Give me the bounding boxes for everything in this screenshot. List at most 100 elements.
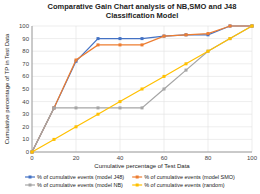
y-tick-label: 80 bbox=[22, 48, 29, 54]
series-marker bbox=[31, 151, 34, 154]
x-tick-label: 80 bbox=[205, 155, 212, 161]
series-marker bbox=[185, 62, 188, 65]
y-grid-line bbox=[32, 51, 252, 52]
legend: % of cumulative events (model J48) % of c… bbox=[25, 174, 235, 188]
legend-label: % of cumulative events (model SMO) bbox=[144, 174, 235, 180]
legend-item: % of cumulative events (random) bbox=[132, 182, 225, 188]
y-grid-line bbox=[32, 126, 252, 127]
x-grid-line bbox=[208, 26, 209, 152]
series-marker bbox=[141, 106, 144, 109]
y-grid-line bbox=[32, 89, 252, 90]
series-marker bbox=[97, 113, 100, 116]
series-marker bbox=[163, 35, 166, 38]
y-grid-line bbox=[32, 76, 252, 77]
plot-area bbox=[31, 25, 254, 154]
series-marker bbox=[251, 25, 254, 28]
y-grid-line bbox=[32, 139, 252, 140]
series-marker bbox=[141, 37, 144, 40]
y-tick-label: 30 bbox=[22, 111, 29, 117]
legend-label: % of cumulative events (model J48) bbox=[37, 174, 124, 180]
y-axis-line bbox=[32, 26, 33, 152]
x-tick-label: 40 bbox=[117, 155, 124, 161]
series-marker bbox=[207, 32, 210, 35]
x-grid-line bbox=[120, 26, 121, 152]
series-marker bbox=[31, 151, 34, 154]
series-marker bbox=[251, 25, 254, 28]
y-tick-label: 70 bbox=[22, 61, 29, 67]
series-marker bbox=[251, 25, 254, 28]
legend-item: % of cumulative events (model J48) bbox=[25, 174, 124, 180]
legend-line bbox=[25, 184, 35, 185]
series-marker bbox=[119, 100, 122, 103]
x-tick-label: 60 bbox=[161, 155, 168, 161]
series-line bbox=[32, 26, 252, 152]
x-grid-line bbox=[32, 26, 33, 152]
series-marker bbox=[75, 106, 78, 109]
series-marker bbox=[119, 37, 122, 40]
series-marker bbox=[163, 35, 166, 38]
y-tick-label: 10 bbox=[22, 136, 29, 142]
legend-line bbox=[132, 176, 142, 177]
x-grid-line bbox=[76, 26, 77, 152]
y-tick-label: 0 bbox=[26, 149, 30, 155]
series-marker bbox=[53, 106, 56, 109]
legend-item: % of cumulative events (model SMO) bbox=[132, 174, 235, 180]
legend-item: % of cumulative events (model NB) bbox=[25, 182, 123, 188]
x-grid-line bbox=[252, 26, 253, 152]
chart: Comparative Gain Chart analysis of NB,SM… bbox=[0, 0, 260, 194]
series-marker bbox=[229, 25, 232, 28]
x-axis-line bbox=[32, 152, 252, 153]
legend-line bbox=[132, 184, 142, 185]
series-marker bbox=[97, 37, 100, 40]
series-marker bbox=[75, 125, 78, 128]
series-marker bbox=[97, 106, 100, 109]
series-line bbox=[32, 26, 252, 152]
legend-line bbox=[25, 176, 35, 177]
y-grid-line bbox=[32, 152, 252, 153]
y-grid-line bbox=[32, 101, 252, 102]
series-marker bbox=[119, 106, 122, 109]
y-tick-label: 50 bbox=[22, 86, 29, 92]
legend-label: % of cumulative events (model NB) bbox=[37, 182, 123, 188]
series-marker bbox=[53, 106, 56, 109]
x-tick-label: 100 bbox=[247, 155, 258, 161]
series-marker bbox=[119, 43, 122, 46]
series-line bbox=[32, 26, 252, 152]
y-axis-label: Cumulative percentage of TP in Test Data bbox=[4, 33, 10, 144]
series-marker bbox=[141, 43, 144, 46]
x-axis-label: Cumulative percentage of Test Data bbox=[94, 163, 190, 169]
legend-marker bbox=[136, 176, 139, 179]
y-tick-label: 20 bbox=[22, 124, 29, 130]
grid bbox=[32, 26, 252, 152]
x-grid-line bbox=[164, 26, 165, 152]
y-grid-line bbox=[32, 114, 252, 115]
series-marker bbox=[229, 37, 232, 40]
y-tick-label: 100 bbox=[19, 23, 30, 29]
legend-label: % of cumulative events (random) bbox=[144, 182, 225, 188]
series-marker bbox=[31, 151, 34, 154]
y-grid-line bbox=[32, 38, 252, 39]
title: Comparative Gain Chart analysis of NB,SM… bbox=[48, 2, 237, 20]
series-marker bbox=[163, 75, 166, 78]
series-marker bbox=[185, 69, 188, 72]
series-marker bbox=[185, 33, 188, 36]
series-marker bbox=[53, 138, 56, 141]
series-marker bbox=[251, 25, 254, 28]
legend-marker bbox=[136, 184, 139, 187]
series-marker bbox=[185, 33, 188, 36]
series-marker bbox=[207, 50, 210, 53]
legend-marker bbox=[29, 176, 32, 179]
series-line bbox=[32, 26, 252, 152]
series-marker bbox=[229, 37, 232, 40]
y-grid-line bbox=[32, 63, 252, 64]
x-tick-label: 0 bbox=[30, 155, 34, 161]
y-tick-label: 90 bbox=[22, 36, 29, 42]
series-marker bbox=[141, 88, 144, 91]
series-marker bbox=[31, 151, 34, 154]
series-marker bbox=[163, 88, 166, 91]
y-grid-line bbox=[32, 26, 252, 27]
y-tick-label: 40 bbox=[22, 99, 29, 105]
series-marker bbox=[207, 50, 210, 53]
series-marker bbox=[229, 25, 232, 28]
series-marker bbox=[97, 43, 100, 46]
